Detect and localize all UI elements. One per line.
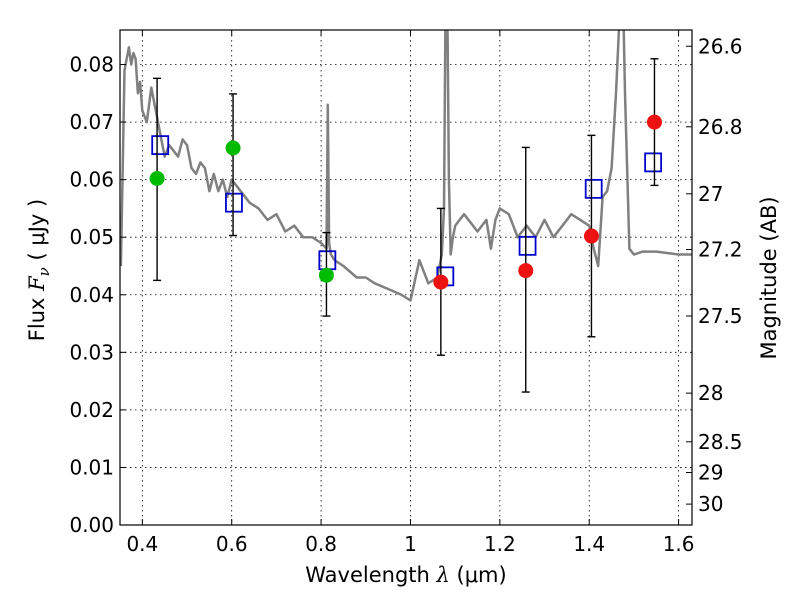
x-tick-label: 0.6 <box>216 532 248 556</box>
y2-tick-label: 26.8 <box>698 115 743 139</box>
x-tick-label: 0.4 <box>126 532 158 556</box>
observed-point-red <box>646 114 662 130</box>
x-axis-title: Wavelength λ (μm) <box>305 563 506 587</box>
observed-point-red <box>583 228 599 244</box>
model-photometry-square <box>151 135 170 156</box>
y-tick-label: 0.04 <box>69 283 114 307</box>
model-photometry-square <box>644 152 663 173</box>
y2-tick-label: 28 <box>698 381 723 405</box>
y-tick-label: 0.02 <box>69 398 114 422</box>
model-photometry-square <box>318 250 337 271</box>
grid-layer <box>120 30 692 525</box>
y2-tick-label: 27.2 <box>698 238 743 262</box>
observed-point-green <box>225 140 241 156</box>
plot-layer <box>120 30 692 393</box>
y2-tick-label: 27.5 <box>698 304 743 328</box>
model-photometry-square <box>225 192 243 213</box>
x-tick-label: 0.8 <box>305 532 337 556</box>
x-tick-label: 1.6 <box>663 532 695 556</box>
y-tick-label: 0.06 <box>69 168 114 192</box>
x-tick-label: 1.2 <box>484 532 516 556</box>
y-tick-label: 0.08 <box>69 53 114 77</box>
y2-axis-title: Magnitude (AB) <box>757 196 781 359</box>
model-spectrum-line <box>120 30 692 302</box>
y-tick-label: 0.01 <box>69 455 114 479</box>
tick-layer: 0.4 0.6 0.8 1 1.2 1.4 1.6 0.00 0.01 0.02 0.03 0.04 0… <box>69 30 743 556</box>
observed-point-green <box>149 171 165 186</box>
x-tick-label: 1.4 <box>573 532 605 556</box>
plot-frame <box>119 29 693 526</box>
y-tick-label: 0.05 <box>69 225 114 249</box>
model-photometry-square <box>584 178 603 199</box>
observed-point-red <box>518 263 534 279</box>
y2-tick-label: 26.6 <box>698 34 743 58</box>
observed-point-red <box>433 274 449 290</box>
y-tick-label: 0.07 <box>69 110 114 134</box>
y2-tick-label: 28.5 <box>698 430 743 454</box>
y-axis-title: Flux Fν ( μJy ) <box>25 199 53 341</box>
x-tick-label: 1 <box>404 532 417 556</box>
y-tick-label: 0.00 <box>69 513 114 537</box>
y-tick-label: 0.03 <box>69 340 114 364</box>
y2-tick-label: 27 <box>698 182 723 206</box>
observed-point-green <box>318 267 334 283</box>
y2-tick-label: 29 <box>698 461 723 485</box>
model-photometry-square <box>518 235 537 256</box>
y2-tick-label: 30 <box>698 492 723 516</box>
